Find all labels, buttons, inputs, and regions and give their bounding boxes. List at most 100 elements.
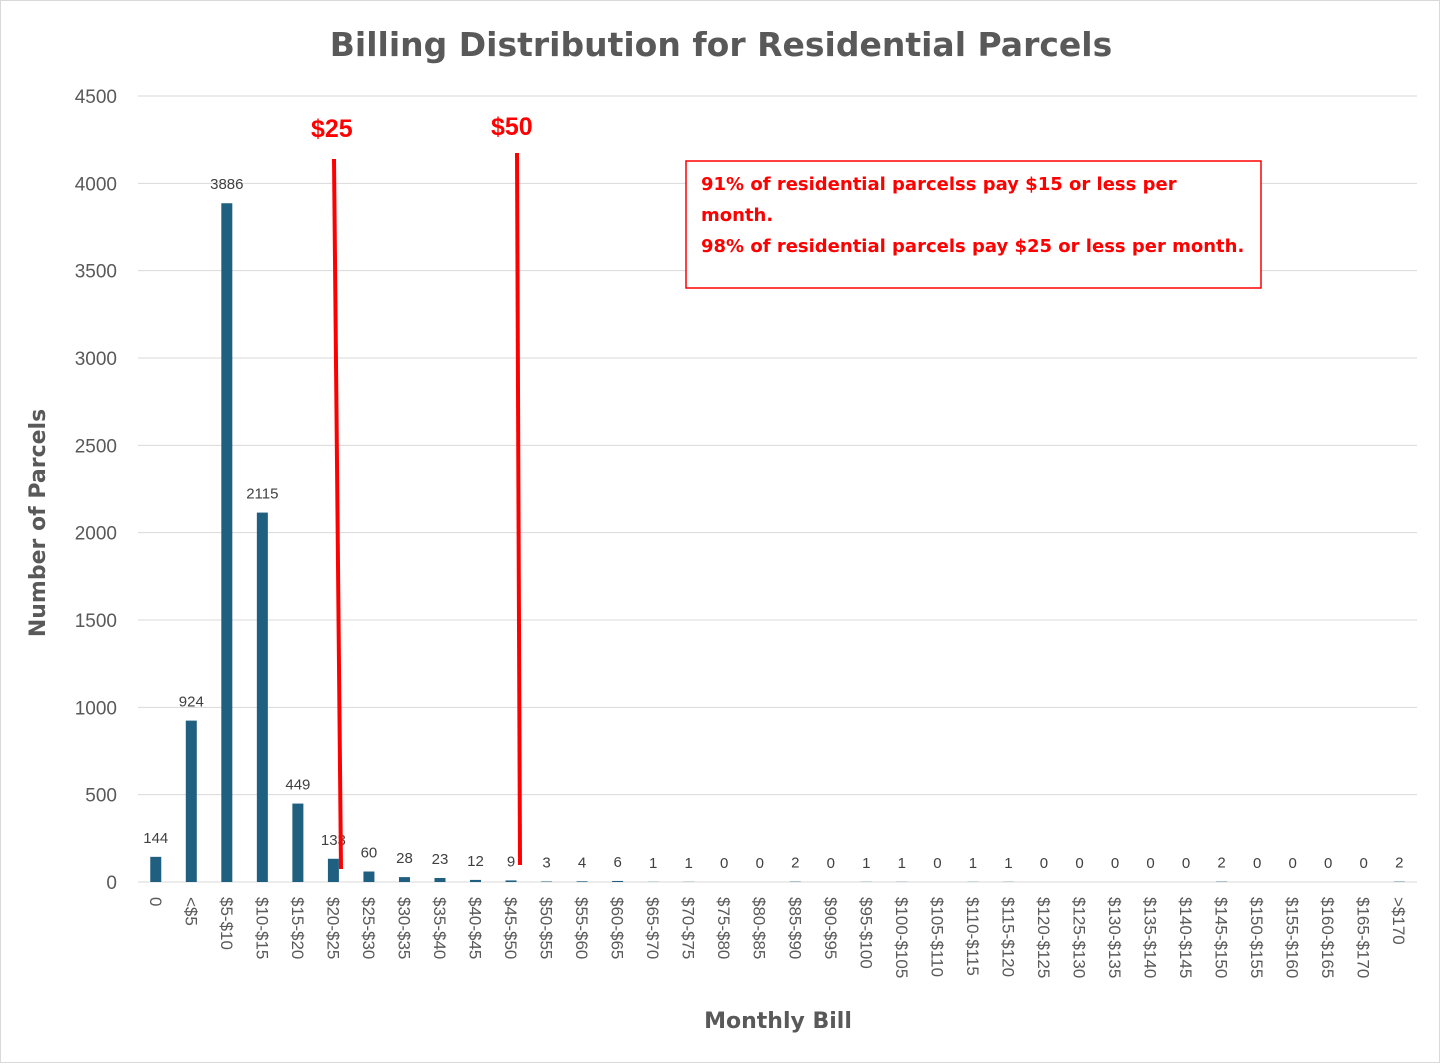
y-tick-label: 1000 xyxy=(75,698,117,719)
x-tick-label: $145-$150 xyxy=(1212,897,1231,978)
y-tick-label: 2000 xyxy=(75,524,117,545)
x-tick-label: $75-$80 xyxy=(714,897,733,959)
x-tick-label: $160-$165 xyxy=(1318,897,1337,978)
bar xyxy=(470,880,481,882)
marker-line-25 xyxy=(334,159,341,869)
y-tick-label: 3000 xyxy=(75,349,117,370)
x-tick-label: $100-$105 xyxy=(892,897,911,978)
x-tick-label: $25-$30 xyxy=(359,897,378,959)
x-tick-label: $65-$70 xyxy=(643,897,662,959)
x-tick-label: $60-$65 xyxy=(608,897,627,959)
y-tick-label: 500 xyxy=(85,786,117,807)
data-label: 1 xyxy=(649,855,657,872)
data-label: 0 xyxy=(1111,855,1119,872)
bar xyxy=(221,203,232,882)
bar xyxy=(328,859,339,882)
data-label: 4 xyxy=(578,854,586,871)
data-label: 0 xyxy=(756,855,764,872)
x-tick-label: $45-$50 xyxy=(501,897,520,959)
x-axis-title: Monthly Bill xyxy=(704,1009,852,1034)
x-tick-label: $85-$90 xyxy=(785,897,804,959)
bar xyxy=(506,880,517,882)
annotation-layer: $25 $50 91% of residential parcelss pay … xyxy=(311,113,1261,869)
data-label: 0 xyxy=(720,855,728,872)
x-tick-label: >$170 xyxy=(1389,897,1408,945)
data-label: 0 xyxy=(1253,855,1261,872)
y-tick-label: 1500 xyxy=(75,611,117,632)
data-label: 1 xyxy=(898,855,906,872)
x-tick-label: $95-$100 xyxy=(856,897,875,969)
data-label: 60 xyxy=(361,845,378,862)
x-tick-label: $150-$155 xyxy=(1247,897,1266,978)
x-tick-label: <$5 xyxy=(181,897,200,926)
y-tick-label: 0 xyxy=(106,873,117,894)
data-label: 449 xyxy=(285,777,310,794)
x-tick-label: $140-$145 xyxy=(1176,897,1195,978)
data-label: 12 xyxy=(467,853,484,870)
data-label: 3 xyxy=(542,854,550,871)
data-label: 1 xyxy=(1004,855,1012,872)
x-tick-label: $135-$140 xyxy=(1141,897,1160,978)
y-tick-label: 4000 xyxy=(75,174,117,195)
x-tick-label: $80-$85 xyxy=(750,897,769,959)
x-tick-label: 0 xyxy=(146,897,165,906)
x-tick-label: $130-$135 xyxy=(1105,897,1124,978)
data-label: 3886 xyxy=(210,176,243,193)
x-axis-ticks: 0 <$5 $5-$10 $10-$15 $15-$20 $20-$25 $25-$30 $3… xyxy=(146,897,1408,978)
note-line-1: 91% of residential parcelss pay $15 or l… xyxy=(701,174,1177,195)
data-label: 0 xyxy=(933,855,941,872)
bar xyxy=(434,878,445,882)
data-label: 1 xyxy=(685,855,693,872)
chart-title: Billing Distribution for Residential Par… xyxy=(330,25,1113,64)
bar xyxy=(577,881,588,882)
x-tick-label: $120-$125 xyxy=(1034,897,1053,978)
x-tick-label: $165-$170 xyxy=(1354,897,1373,978)
data-label: 2 xyxy=(791,855,799,872)
data-label: 0 xyxy=(1182,855,1190,872)
x-tick-label: $10-$15 xyxy=(252,897,271,959)
y-tick-label: 4500 xyxy=(75,87,117,108)
data-label: 2 xyxy=(1395,855,1403,872)
x-tick-label: $5-$10 xyxy=(217,897,236,950)
bar xyxy=(612,881,623,882)
x-tick-label: $55-$60 xyxy=(572,897,591,959)
x-tick-label: $15-$20 xyxy=(288,897,307,959)
data-label: 0 xyxy=(1075,855,1083,872)
data-label: 6 xyxy=(613,854,621,871)
x-tick-label: $30-$35 xyxy=(394,897,413,959)
x-tick-label: $155-$160 xyxy=(1283,897,1302,978)
x-tick-label: $70-$75 xyxy=(679,897,698,959)
data-label: 1 xyxy=(862,855,870,872)
y-tick-label: 2500 xyxy=(75,436,117,457)
x-tick-label: $50-$55 xyxy=(537,897,556,959)
y-axis-title: Number of Parcels xyxy=(26,409,51,637)
data-label: 0 xyxy=(827,855,835,872)
note-line-2: month. xyxy=(701,205,773,226)
bar xyxy=(186,721,197,882)
data-label: 9 xyxy=(507,853,515,870)
data-label: 0 xyxy=(1360,855,1368,872)
marker-line-50 xyxy=(517,153,520,865)
data-label: 23 xyxy=(432,851,449,868)
bar xyxy=(257,513,268,882)
bar xyxy=(363,872,374,882)
data-label: 0 xyxy=(1040,855,1048,872)
marker-label-50: $50 xyxy=(491,113,533,141)
data-label: 1 xyxy=(969,855,977,872)
data-label: 28 xyxy=(396,850,413,867)
x-tick-label: $115-$120 xyxy=(998,897,1017,977)
y-axis-ticks: 0 500 1000 1500 2000 2500 3000 3500 4000 4500 xyxy=(75,87,117,894)
data-label: 2115 xyxy=(246,486,278,503)
data-label: 924 xyxy=(179,694,204,711)
data-label: 0 xyxy=(1288,855,1296,872)
data-label: 0 xyxy=(1324,855,1332,872)
bar xyxy=(292,804,303,882)
x-tick-label: $35-$40 xyxy=(430,897,449,959)
marker-label-25: $25 xyxy=(311,115,353,143)
note-line-3: 98% of residential parcels pay $25 or le… xyxy=(701,236,1244,257)
y-tick-label: 3500 xyxy=(75,262,117,283)
x-tick-label: $20-$25 xyxy=(323,897,342,959)
bar xyxy=(399,877,410,882)
x-tick-label: $90-$95 xyxy=(821,897,840,959)
